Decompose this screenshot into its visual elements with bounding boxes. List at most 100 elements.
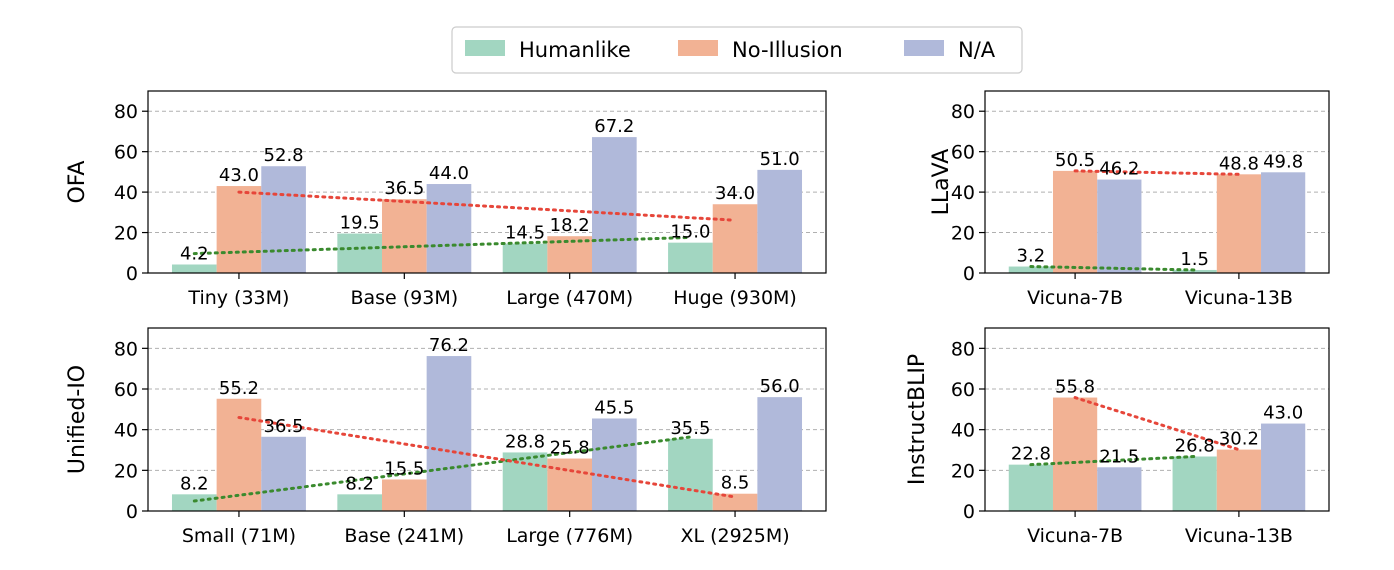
bar-no-illusion-base-241m [381, 479, 427, 511]
bar-humanlike-base-241m [337, 494, 382, 511]
data-label-humanlike-large-470m: 14.5 [505, 223, 545, 244]
bar-humanlike-small-71m [171, 494, 217, 511]
data-label-humanlike-xl-2925m: 35.5 [670, 418, 710, 439]
legend-swatch-no-illusion [678, 40, 718, 56]
x-tick-label-huge-930m: Huge (930M) [673, 287, 797, 309]
y-tick-label-40: 40 [114, 420, 138, 442]
bar-n-a-base-241m [426, 356, 472, 511]
bar-no-illusion-small-71m [216, 398, 262, 511]
bar-no-illusion-vicuna-7b [1052, 170, 1098, 273]
panel-ofa: 4.2 19.5 14.5 15.0 43.0 36.5 18.2 34.0 52.8 44.0 6… [65, 90, 827, 309]
data-label-n-a-vicuna-13b: 49.8 [1263, 151, 1303, 172]
x-tick-label-base-241m: Base (241M) [344, 525, 464, 547]
data-label-no-illusion-xl-2925m: 8.5 [721, 473, 750, 494]
legend-swatch-n-a [904, 40, 944, 56]
bar-n-a-xl-2925m [757, 397, 803, 511]
trend-line-humanlike [1029, 265, 1197, 272]
bar-no-illusion-tiny-33m [216, 186, 262, 273]
y-tick-label-20: 20 [114, 460, 138, 482]
x-tick-label-vicuna-7b: Vicuna-7B [1027, 287, 1123, 309]
data-label-no-illusion-vicuna-13b: 48.8 [1219, 153, 1259, 174]
legend-swatch-humanlike [465, 40, 505, 56]
data-label-n-a-vicuna-7b: 21.5 [1099, 446, 1139, 467]
bar-no-illusion-huge-930m [712, 204, 758, 273]
x-tick-label-small-71m: Small (71M) [182, 525, 296, 547]
trend-line-humanlike [1029, 455, 1197, 467]
y-tick-label-0: 0 [963, 263, 975, 285]
bar-no-illusion-vicuna-7b [1052, 397, 1098, 511]
data-label-n-a-xl-2925m: 56.0 [760, 376, 800, 397]
y-tick-label-60: 60 [951, 379, 975, 401]
y-tick-label-40: 40 [951, 182, 975, 204]
data-label-n-a-small-71m: 36.5 [264, 416, 304, 437]
bar-humanlike-vicuna-7b [1008, 266, 1053, 273]
y-tick-label-60: 60 [951, 142, 975, 164]
x-tick-label-xl-2925m: XL (2925M) [680, 525, 789, 547]
trend-line-humanlike [192, 435, 692, 503]
data-label-no-illusion-tiny-33m: 43.0 [219, 165, 259, 186]
y-tick-label-0: 0 [126, 263, 138, 285]
bar-humanlike-vicuna-13b [1172, 269, 1217, 273]
y-tick-label-20: 20 [951, 223, 975, 245]
x-tick-label-vicuna-13b: Vicuna-13B [1185, 525, 1293, 547]
bar-humanlike-vicuna-13b [1172, 456, 1217, 511]
data-label-no-illusion-base-93m: 36.5 [384, 178, 424, 199]
data-label-no-illusion-huge-930m: 34.0 [715, 183, 755, 204]
x-tick-label-large-470m: Large (470M) [506, 287, 633, 309]
data-label-n-a-huge-930m: 51.0 [760, 149, 800, 170]
data-label-no-illusion-vicuna-7b: 55.8 [1055, 377, 1095, 398]
legend: Humanlike No-Illusion N/A [451, 26, 1023, 74]
bar-no-illusion-vicuna-13b [1216, 449, 1262, 511]
y-tick-label-40: 40 [114, 182, 138, 204]
data-label-no-illusion-small-71m: 55.2 [219, 378, 259, 399]
y-tick-label-80: 80 [114, 101, 138, 123]
panel-llava: 3.2 1.5 50.5 48.8 46.2 49.8 0 20 40 60 80 Vicuna-7B… [929, 90, 1330, 309]
trend-line-no-illusion [237, 415, 737, 499]
data-label-humanlike-vicuna-13b: 1.5 [1180, 249, 1209, 270]
bar-n-a-small-71m [261, 436, 306, 511]
bar-humanlike-base-93m [337, 233, 382, 273]
bar-n-a-large-776m [592, 418, 637, 511]
y-tick-label-0: 0 [963, 501, 975, 523]
trend-line-no-illusion [1073, 396, 1241, 452]
y-axis-label: Unified-IO [65, 365, 90, 474]
bar-humanlike-large-470m [502, 243, 548, 273]
bar-no-illusion-xl-2925m [712, 493, 758, 511]
data-label-n-a-vicuna-7b: 46.2 [1099, 159, 1139, 180]
trend-line-no-illusion [237, 190, 737, 222]
y-axis-label: LLaVA [929, 149, 954, 216]
data-label-humanlike-base-241m: 8.2 [345, 473, 374, 494]
legend-label-no-illusion: No-Illusion [732, 38, 843, 62]
data-label-no-illusion-vicuna-7b: 50.5 [1055, 150, 1095, 171]
plot-frame [147, 90, 827, 274]
plot-frame [984, 90, 1330, 274]
data-label-no-illusion-large-470m: 18.2 [550, 215, 590, 236]
legend-label-n-a: N/A [958, 38, 996, 62]
y-tick-label-60: 60 [114, 379, 138, 401]
bar-n-a-vicuna-13b [1261, 423, 1306, 511]
y-tick-label-80: 80 [951, 101, 975, 123]
bar-no-illusion-vicuna-13b [1216, 174, 1262, 273]
bar-n-a-base-93m [426, 184, 472, 273]
y-tick-label-80: 80 [951, 338, 975, 360]
data-label-no-illusion-base-241m: 15.5 [384, 458, 424, 479]
legend-frame [451, 26, 1023, 74]
data-label-no-illusion-large-776m: 25.8 [550, 438, 590, 459]
plot-frame [147, 327, 827, 512]
data-label-n-a-tiny-33m: 52.8 [264, 145, 304, 166]
bar-n-a-huge-930m [757, 169, 803, 273]
y-tick-label-20: 20 [951, 460, 975, 482]
bar-humanlike-vicuna-7b [1008, 464, 1053, 511]
data-label-n-a-base-93m: 44.0 [429, 163, 469, 184]
y-tick-label-40: 40 [951, 420, 975, 442]
legend-label-humanlike: Humanlike [519, 38, 631, 62]
bar-no-illusion-base-93m [381, 199, 427, 273]
plot-frame [984, 327, 1330, 512]
trend-line-humanlike [192, 235, 692, 256]
x-tick-label-vicuna-13b: Vicuna-13B [1185, 287, 1293, 309]
data-label-n-a-vicuna-13b: 43.0 [1263, 403, 1303, 424]
y-tick-label-60: 60 [114, 142, 138, 164]
y-tick-label-20: 20 [114, 223, 138, 245]
data-label-humanlike-huge-930m: 15.0 [670, 222, 710, 243]
panel-instructblip: 22.8 26.8 55.8 30.2 21.5 43.0 0 20 40 60 80 Vicuna-… [905, 327, 1330, 547]
